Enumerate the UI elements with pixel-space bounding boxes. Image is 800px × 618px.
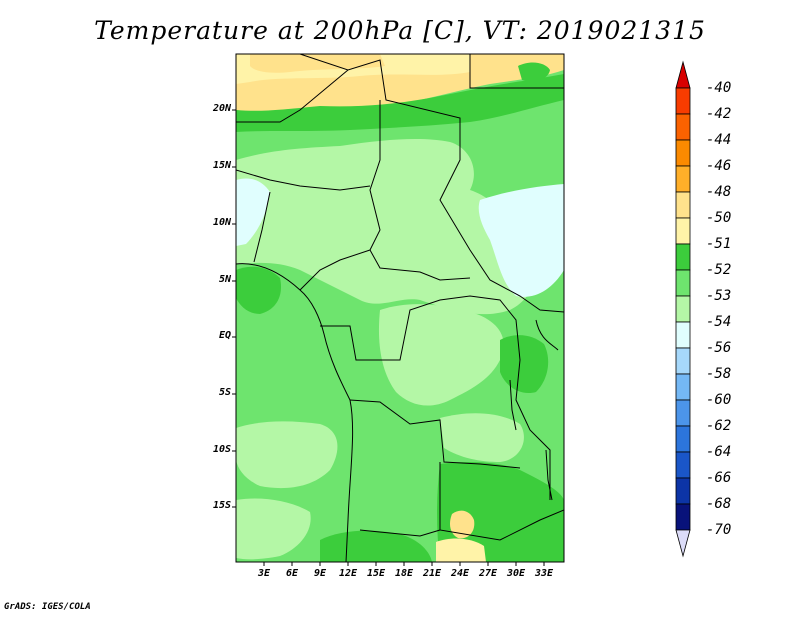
colorbar-label: -42 <box>706 106 732 122</box>
lat-label-10s: 10S <box>212 444 231 455</box>
border-line-10 <box>439 462 564 541</box>
colorbar-label: -64 <box>706 444 732 460</box>
lat-label-15s: 15S <box>212 500 231 511</box>
lon-label-33e: 33E <box>534 568 554 579</box>
field-light-green-south <box>236 498 311 560</box>
lat-label-5s: 5S <box>218 387 231 398</box>
colorbar-swatch <box>675 503 691 531</box>
colorbar-swatch <box>675 451 691 479</box>
colorbar-label: -70 <box>706 522 732 538</box>
field-cyan-east <box>478 184 564 297</box>
field-light-green-congo <box>378 304 504 406</box>
colorbar-label: -54 <box>706 314 732 330</box>
field-yellow-south-patch <box>436 538 486 562</box>
colorbar-label: -53 <box>706 288 732 304</box>
colorbar-label: -50 <box>706 210 732 226</box>
colorbar-label: -48 <box>706 184 732 200</box>
colorbar-swatch <box>675 217 691 245</box>
border-line-7 <box>299 249 371 291</box>
lat-label-15n: 15N <box>212 160 231 171</box>
lon-label-27e: 27E <box>478 568 498 579</box>
border-line-5 <box>236 169 371 191</box>
colorbar-swatch <box>675 373 691 401</box>
temperature-field <box>236 54 564 562</box>
colorbar-swatch <box>675 243 691 271</box>
field-dark-green-northeast <box>518 62 550 82</box>
lake-malawi <box>545 449 553 501</box>
lon-label-12e: 12E <box>338 568 358 579</box>
border-line-11 <box>359 529 441 537</box>
lake-tanganyika <box>509 379 517 431</box>
colorbar-label: -52 <box>706 262 732 278</box>
field-dark-green-southcentral <box>320 530 432 562</box>
colorbar-swatch <box>675 529 691 558</box>
lat-label-5n: 5N <box>218 274 231 285</box>
colorbar-swatch <box>675 191 691 219</box>
lon-label-30e: 30E <box>506 568 526 579</box>
colorbar-label: -68 <box>706 496 732 512</box>
border-line-9 <box>349 399 521 469</box>
field-cyan-west <box>236 178 270 246</box>
grads-credit: GrADS: IGES/COLA <box>4 602 91 612</box>
colorbar-label: -56 <box>706 340 732 356</box>
lat-ticks <box>232 109 236 508</box>
colorbar-label: -40 <box>706 80 732 96</box>
colorbar-label: -66 <box>706 470 732 486</box>
colorbar-swatch <box>675 139 691 167</box>
colorbar-label: -51 <box>706 236 732 252</box>
lon-label-3e: 3E <box>257 568 271 579</box>
lat-label-eq: EQ <box>218 330 231 341</box>
lon-ticks <box>263 562 545 566</box>
lon-label-6e: 6E <box>285 568 299 579</box>
colorbar-swatch <box>675 295 691 323</box>
colorbar-label: -46 <box>706 158 732 174</box>
lon-label-9e: 9E <box>313 568 327 579</box>
colorbar-swatch <box>675 165 691 193</box>
lon-label-21e: 21E <box>422 568 442 579</box>
field-light-green-southwest <box>236 421 338 489</box>
colorbar-swatch <box>675 113 691 141</box>
border-line-8 <box>320 295 521 361</box>
colorbar-label: -62 <box>706 418 732 434</box>
field-dark-green-southeast <box>437 462 564 562</box>
border-line-6 <box>253 191 271 263</box>
lake-victoria-edge <box>535 319 559 351</box>
colorbar-label: -58 <box>706 366 732 382</box>
field-dark-green-westcoast <box>236 266 282 314</box>
lat-label-10n: 10N <box>212 217 231 228</box>
colorbar-swatch <box>675 269 691 297</box>
colorbar-swatch <box>675 60 691 89</box>
colorbar-swatch <box>675 87 691 115</box>
colorbar-swatch <box>675 425 691 453</box>
lon-label-24e: 24E <box>450 568 470 579</box>
colorbar <box>675 60 691 558</box>
colorbar-swatch <box>675 347 691 375</box>
colorbar-swatch <box>675 399 691 427</box>
colorbar-label: -44 <box>706 132 732 148</box>
colorbar-swatch <box>675 321 691 349</box>
coastline-west <box>236 263 354 562</box>
lat-label-20n: 20N <box>212 103 231 114</box>
field-dark-green-lakes <box>500 335 549 394</box>
borders <box>236 54 564 562</box>
border-line-12 <box>515 359 551 500</box>
field-orange-south-patch <box>450 510 475 539</box>
map-title: Temperature at 200hPa [C], VT: 201902131… <box>94 16 706 45</box>
colorbar-swatch <box>675 477 691 505</box>
field-light-green-zambia <box>440 413 524 462</box>
field-light-green-central <box>236 139 534 315</box>
lon-label-15e: 15E <box>366 568 386 579</box>
border-line-2 <box>236 69 349 123</box>
map-frame <box>235 53 565 563</box>
lon-label-18e: 18E <box>394 568 414 579</box>
border-line-3 <box>469 54 564 89</box>
colorbar-label: -60 <box>706 392 732 408</box>
field-orange-patch <box>250 54 385 73</box>
